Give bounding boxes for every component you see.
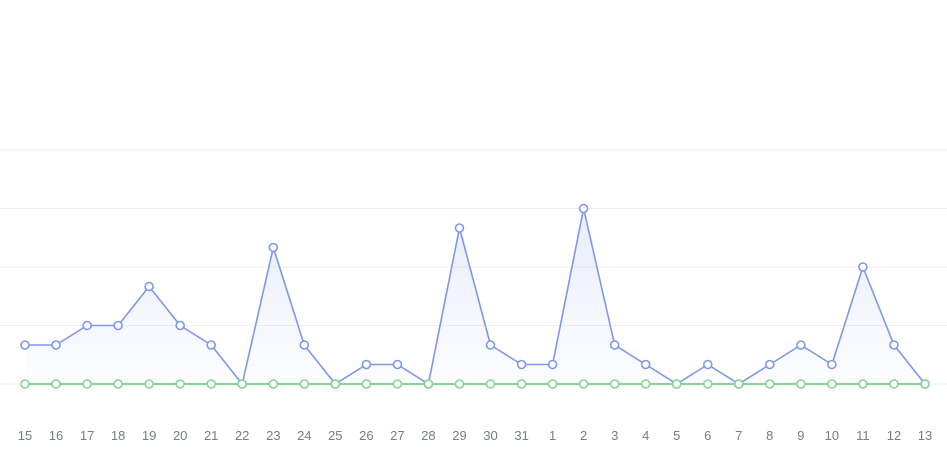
series-blue-point-15[interactable]: [20, 340, 30, 350]
series-green-point-22[interactable]: [237, 379, 247, 389]
x-axis-label-21: 21: [204, 428, 218, 443]
series-green-point-9[interactable]: [796, 379, 806, 389]
series-green-point-8[interactable]: [764, 379, 775, 389]
x-axis-label-15: 15: [18, 428, 32, 443]
series-green-point-15[interactable]: [20, 379, 30, 389]
series-blue-point-31[interactable]: [516, 359, 527, 370]
x-axis-label-8: 8: [766, 428, 773, 443]
series-blue-point-20[interactable]: [175, 320, 185, 331]
x-axis-label-28: 28: [421, 428, 435, 443]
x-axis-label-23: 23: [266, 428, 280, 443]
series-green-point-29[interactable]: [454, 379, 465, 389]
x-axis-label-30: 30: [483, 428, 497, 443]
series-blue-point-23[interactable]: [268, 242, 279, 253]
series-blue-point-17[interactable]: [82, 320, 92, 331]
series-green-point-25[interactable]: [330, 379, 341, 389]
series-green-point-30[interactable]: [485, 379, 496, 389]
x-axis-label-26: 26: [359, 428, 373, 443]
x-axis-label-2: 2: [580, 428, 587, 443]
x-axis-label-17: 17: [80, 428, 94, 443]
series-green-point-13[interactable]: [920, 379, 930, 389]
x-axis-label-6: 6: [704, 428, 711, 443]
series-blue-point-4[interactable]: [640, 359, 651, 370]
x-axis-label-16: 16: [49, 428, 63, 443]
x-axis-label-3: 3: [611, 428, 618, 443]
series-blue-point-24[interactable]: [299, 340, 310, 350]
x-axis-label-18: 18: [111, 428, 125, 443]
series-green-point-10[interactable]: [827, 379, 837, 389]
x-axis-label-11: 11: [856, 428, 870, 443]
series-blue-point-19[interactable]: [144, 281, 154, 292]
series-green-point-1[interactable]: [547, 379, 558, 389]
x-axis-label-7: 7: [735, 428, 742, 443]
series-green-point-27[interactable]: [392, 379, 403, 389]
series-green-point-26[interactable]: [361, 379, 372, 389]
series-blue-point-11[interactable]: [858, 262, 868, 272]
x-axis-label-13: 13: [918, 428, 932, 443]
series-green-point-31[interactable]: [516, 379, 527, 389]
series-green-point-11[interactable]: [858, 379, 868, 389]
series-blue-point-3[interactable]: [609, 340, 620, 350]
series-blue-point-27[interactable]: [392, 359, 403, 370]
series-green-point-28[interactable]: [423, 379, 434, 389]
x-axis-label-27: 27: [390, 428, 404, 443]
series-green-point-17[interactable]: [82, 379, 92, 389]
series-blue-point-10[interactable]: [827, 359, 837, 370]
series-blue-line: [25, 207, 926, 385]
series-green-point-3[interactable]: [609, 379, 620, 389]
series-blue-point-29[interactable]: [454, 223, 465, 233]
series-green-point-6[interactable]: [702, 379, 713, 389]
series-green-point-16[interactable]: [51, 379, 61, 389]
x-axis-label-19: 19: [142, 428, 156, 443]
series-blue-point-9[interactable]: [796, 340, 806, 350]
x-axis-label-5: 5: [673, 428, 680, 443]
x-axis-label-31: 31: [514, 428, 528, 443]
series-green-point-7[interactable]: [733, 379, 744, 389]
series-green-point-20[interactable]: [175, 379, 185, 389]
x-axis-label-4: 4: [642, 428, 649, 443]
x-axis-label-20: 20: [173, 428, 187, 443]
series-blue-point-1[interactable]: [547, 359, 558, 370]
series-blue-point-18[interactable]: [113, 320, 123, 331]
series-blue-point-8[interactable]: [764, 359, 775, 370]
series-blue-point-2[interactable]: [578, 203, 589, 214]
series-blue-point-12[interactable]: [889, 340, 899, 350]
x-axis-label-12: 12: [887, 428, 901, 443]
x-axis-label-10: 10: [825, 428, 839, 443]
series-green-point-23[interactable]: [268, 379, 279, 389]
series-green-point-12[interactable]: [889, 379, 899, 389]
series-blue-point-26[interactable]: [361, 359, 372, 370]
series-blue-point-30[interactable]: [485, 340, 496, 350]
x-axis-label-25: 25: [328, 428, 342, 443]
x-axis-label-24: 24: [297, 428, 311, 443]
x-axis-label-29: 29: [452, 428, 466, 443]
series-blue-area: [25, 208, 925, 384]
series-blue-point-21[interactable]: [206, 340, 216, 350]
x-axis-label-9: 9: [797, 428, 804, 443]
x-axis-label-22: 22: [235, 428, 249, 443]
series-green-point-4[interactable]: [640, 379, 651, 389]
series-green-point-2[interactable]: [578, 379, 589, 389]
series-green-point-19[interactable]: [144, 379, 154, 389]
series-blue-point-16[interactable]: [51, 340, 61, 350]
series-green-point-24[interactable]: [299, 379, 310, 389]
series-blue-point-6[interactable]: [702, 359, 713, 370]
series-green-point-5[interactable]: [671, 379, 682, 389]
series-green-point-21[interactable]: [206, 379, 216, 389]
series-green-point-18[interactable]: [113, 379, 123, 389]
x-axis-label-1: 1: [549, 428, 556, 443]
